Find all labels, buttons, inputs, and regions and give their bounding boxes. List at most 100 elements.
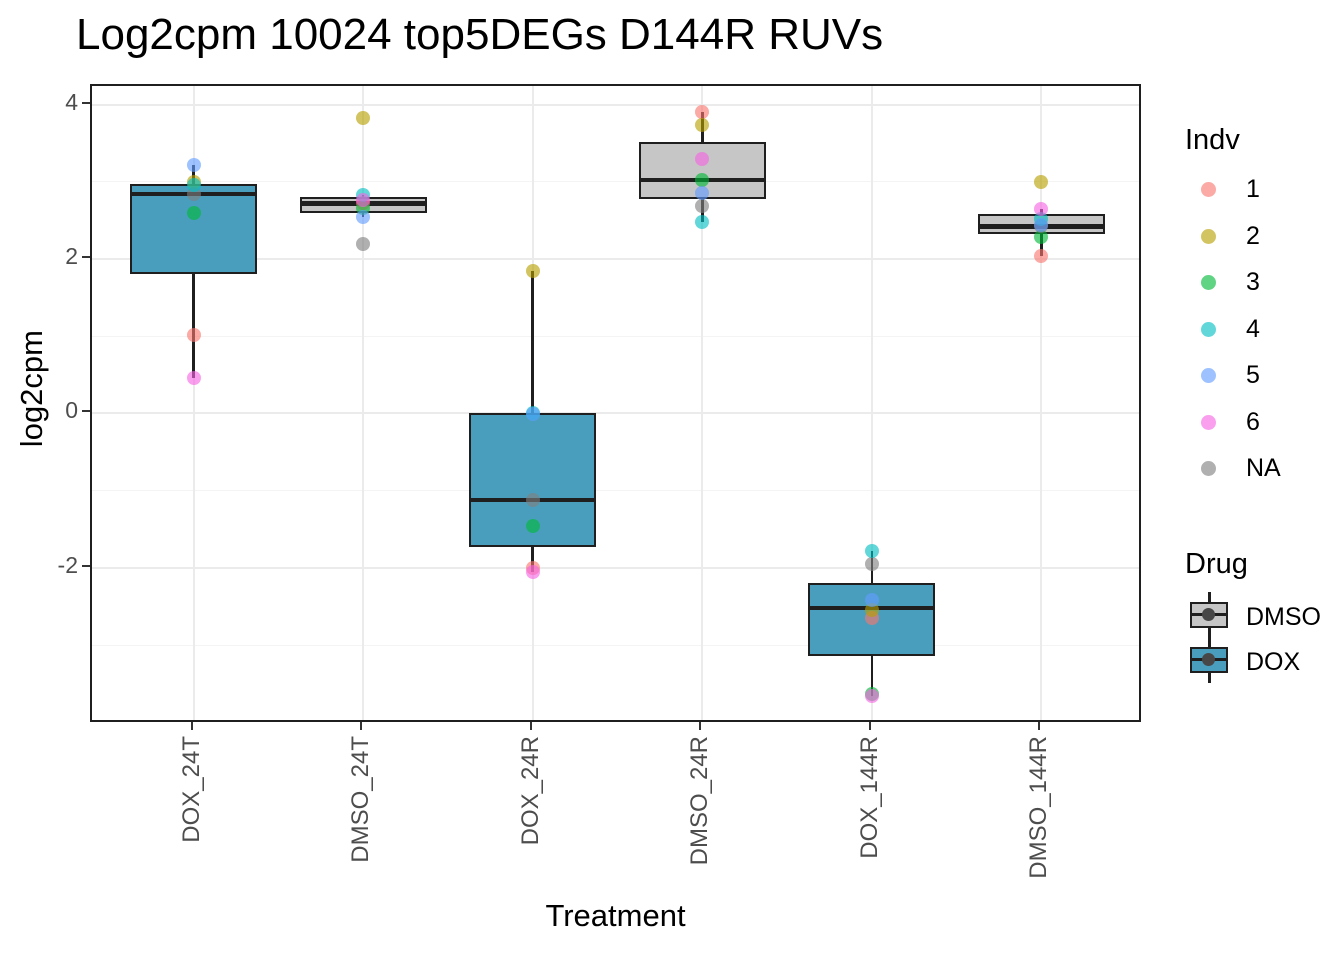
legend-key-point bbox=[1202, 653, 1215, 666]
point-DOX_24T-indv-6 bbox=[186, 370, 201, 385]
gridline-y-minor bbox=[92, 181, 1139, 183]
point-DOX_144R-indv-4 bbox=[864, 543, 879, 558]
legend-indv-swatch-NA bbox=[1201, 461, 1216, 476]
x-tick-label-text: DMSO_144R bbox=[1025, 736, 1053, 879]
x-tick-label-DMSO_24R: DMSO_24R bbox=[686, 736, 714, 870]
point-DOX_24R-indv-5 bbox=[525, 407, 540, 422]
y-tick-mark bbox=[82, 410, 90, 413]
x-tick-mark bbox=[360, 722, 363, 730]
point-DOX_24R-indv-6 bbox=[525, 564, 540, 579]
gridline-y-minor bbox=[92, 335, 1139, 337]
legend-drug-label-DMSO: DMSO bbox=[1246, 603, 1321, 631]
point-DOX_24T-indv-1 bbox=[186, 328, 201, 343]
point-DOX_144R-indv-6 bbox=[864, 689, 879, 704]
point-DMSO_24T-indv-NA bbox=[356, 237, 371, 252]
legend-indv-swatch-6 bbox=[1201, 414, 1216, 430]
legend-indv-label-2: 2 bbox=[1246, 221, 1260, 250]
legend-key-point bbox=[1202, 608, 1215, 621]
legend-indv-swatch-3 bbox=[1201, 275, 1216, 290]
gridline-y-major bbox=[92, 258, 1139, 261]
x-tick-label-DOX_24R: DOX_24R bbox=[516, 736, 544, 850]
gridline-x-major bbox=[701, 86, 704, 720]
x-tick-mark bbox=[868, 722, 871, 730]
x-tick-mark bbox=[529, 722, 532, 730]
x-tick-label-text: DMSO_24R bbox=[686, 736, 714, 866]
x-tick-mark bbox=[190, 722, 193, 730]
y-tick-label: 2 bbox=[65, 243, 78, 270]
legend-indv-label-3: 3 bbox=[1246, 268, 1260, 296]
point-DMSO_24T-indv-6 bbox=[356, 192, 371, 207]
point-DMSO_24R-indv-6 bbox=[695, 151, 710, 166]
gridline-y-major bbox=[92, 103, 1139, 106]
point-DMSO_144R-indv-5 bbox=[1034, 218, 1049, 233]
legend-drug-label-DOX: DOX bbox=[1246, 648, 1301, 676]
point-DMSO_24R-indv-4 bbox=[695, 214, 710, 229]
legend-indv-label-6: 6 bbox=[1246, 407, 1260, 436]
whisker-upper-DOX_24T bbox=[192, 164, 195, 185]
legend-indv-label-1: 1 bbox=[1246, 175, 1260, 203]
x-axis-title: Treatment bbox=[545, 898, 686, 933]
whisker-lower-DOX_24R bbox=[531, 547, 534, 572]
legend-title-drug: Drug bbox=[1185, 548, 1248, 580]
gridline-x-major bbox=[870, 86, 873, 720]
whisker-lower-DOX_144R bbox=[870, 656, 874, 697]
y-tick-label: 0 bbox=[65, 397, 78, 424]
point-DOX_24R-indv-NA bbox=[525, 493, 540, 507]
gridline-x-major bbox=[192, 86, 195, 720]
gridline-y-minor bbox=[92, 490, 1139, 492]
chart-title: Log2cpm 10024 top5DEGs D144R RUVs bbox=[76, 10, 884, 59]
point-DMSO_24T-indv-5 bbox=[356, 210, 371, 225]
x-tick-label-text: DOX_24T bbox=[177, 736, 205, 843]
x-tick-mark bbox=[699, 722, 702, 730]
gridline-y-minor bbox=[92, 644, 1139, 646]
gridline-y-major bbox=[92, 566, 1139, 569]
legend-indv-swatch-5 bbox=[1201, 368, 1216, 383]
x-tick-label-DOX_24T: DOX_24T bbox=[177, 736, 205, 848]
point-DOX_24T-indv-5 bbox=[186, 157, 201, 172]
point-DMSO_24R-indv-5 bbox=[695, 185, 710, 200]
x-tick-label-DOX_144R: DOX_144R bbox=[856, 736, 883, 864]
point-DMSO_24R-indv-NA bbox=[695, 198, 710, 213]
x-tick-label-text: DOX_24R bbox=[516, 736, 544, 846]
legend-drug-key-DOX bbox=[1190, 637, 1228, 683]
point-DMSO_24R-indv-2 bbox=[695, 117, 710, 132]
gridline-x-major bbox=[362, 86, 365, 720]
x-tick-mark bbox=[1038, 722, 1041, 730]
point-DOX_24R-indv-2 bbox=[525, 263, 540, 278]
legend-indv-swatch-1 bbox=[1201, 182, 1216, 197]
point-DOX_24T-indv-4 bbox=[186, 177, 201, 192]
whisker-upper-DOX_24R bbox=[531, 270, 534, 414]
legend-drug-key-DMSO bbox=[1190, 592, 1228, 638]
point-DOX_144R-indv-NA bbox=[864, 557, 879, 572]
point-DOX_24T-indv-3 bbox=[186, 205, 201, 220]
x-tick-label-text: DMSO_24T bbox=[347, 736, 375, 863]
y-tick-label: 4 bbox=[65, 88, 78, 115]
y-tick-mark bbox=[82, 256, 90, 259]
point-DOX_144R-indv-5 bbox=[864, 593, 879, 608]
point-DMSO_144R-indv-2 bbox=[1034, 174, 1049, 189]
y-tick-mark bbox=[82, 564, 90, 567]
point-DMSO_144R-indv-1 bbox=[1034, 248, 1049, 263]
x-tick-label-DMSO_24T: DMSO_24T bbox=[347, 736, 375, 868]
point-DMSO_24T-indv-2 bbox=[356, 111, 371, 126]
plot-panel bbox=[90, 84, 1141, 722]
y-axis-title: log2cpm bbox=[14, 330, 49, 448]
legend-indv-label-NA: NA bbox=[1246, 454, 1281, 482]
point-DMSO_24R-indv-3 bbox=[695, 173, 710, 188]
x-tick-label-DMSO_144R: DMSO_144R bbox=[1025, 736, 1053, 884]
y-tick-label: -2 bbox=[57, 551, 78, 578]
legend-indv-swatch-2 bbox=[1201, 228, 1216, 244]
point-DMSO_144R-indv-3 bbox=[1034, 229, 1049, 244]
point-DMSO_24R-indv-1 bbox=[695, 105, 710, 120]
legend-indv-label-5: 5 bbox=[1246, 361, 1260, 389]
legend-title-indv: Indv bbox=[1185, 124, 1240, 156]
legend-indv-label-4: 4 bbox=[1246, 314, 1260, 343]
point-DMSO_144R-indv-6 bbox=[1034, 201, 1049, 216]
y-tick-mark bbox=[82, 101, 90, 104]
whisker-lower-DOX_24T bbox=[192, 273, 195, 378]
gridline-y-major bbox=[92, 412, 1139, 415]
whisker-lower-DMSO_144R bbox=[1040, 233, 1043, 256]
legend-indv-swatch-4 bbox=[1201, 321, 1216, 337]
point-DOX_24R-indv-3 bbox=[525, 519, 540, 534]
